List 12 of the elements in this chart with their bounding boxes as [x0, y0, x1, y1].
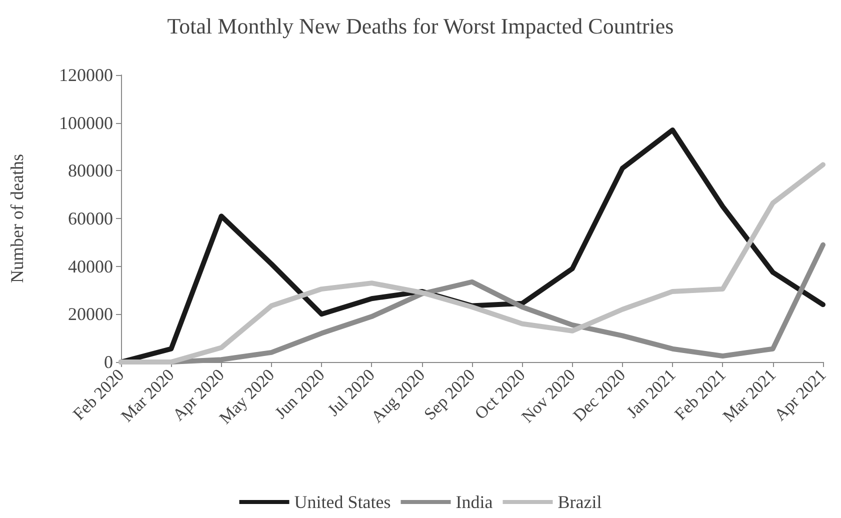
y-tick-label: 120000 — [59, 65, 113, 85]
y-tick-label: 100000 — [59, 112, 113, 133]
y-tick-label: 80000 — [68, 160, 113, 181]
legend-label: Brazil — [558, 492, 602, 512]
y-tick-label: 60000 — [68, 208, 113, 228]
y-tick-label: 40000 — [68, 256, 113, 276]
legend-label: India — [456, 492, 493, 512]
chart-title: Total Monthly New Deaths for Worst Impacted Countries — [167, 14, 674, 38]
y-tick-label: 20000 — [68, 304, 113, 324]
y-tick-label: 0 — [104, 352, 113, 372]
legend-label: United States — [294, 492, 391, 512]
y-axis-title: Number of deaths — [7, 154, 27, 283]
